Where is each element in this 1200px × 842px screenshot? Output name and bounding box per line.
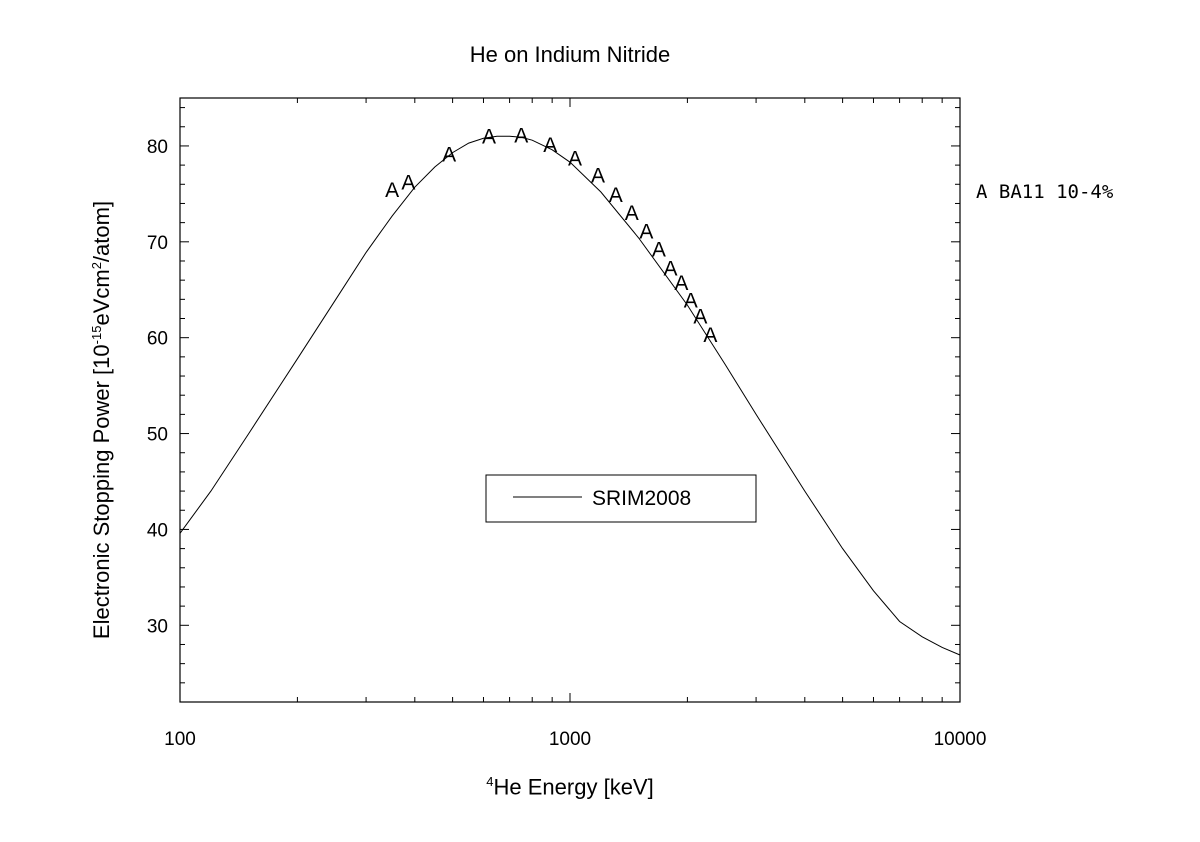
data-point-marker: A bbox=[442, 144, 456, 167]
legend-label: SRIM2008 bbox=[592, 487, 691, 510]
data-point-marker: A bbox=[663, 258, 677, 281]
data-point-marker: A bbox=[514, 124, 528, 147]
data-point-marker: A bbox=[482, 125, 496, 148]
chart-title: He on Indium Nitride bbox=[469, 42, 671, 67]
y-tick-label: 70 bbox=[147, 233, 168, 254]
x-axis-label: 4He Energy [keV] bbox=[486, 774, 653, 800]
data-point-marker: A bbox=[674, 272, 688, 295]
data-point-marker: A bbox=[639, 220, 653, 243]
y-tick-label: 50 bbox=[147, 425, 168, 446]
side-legend: A BA11 10-4% bbox=[976, 181, 1114, 203]
plot-frame bbox=[179, 97, 961, 703]
data-point-marker: A bbox=[385, 179, 399, 202]
y-tick-label: 40 bbox=[147, 520, 168, 541]
y-tick-label: 80 bbox=[147, 137, 168, 158]
data-point-marker: A bbox=[625, 202, 639, 225]
data-point-marker: A bbox=[591, 165, 605, 188]
y-tick-label: 60 bbox=[147, 329, 168, 350]
data-point-marker: A bbox=[652, 239, 666, 262]
data-point-marker: A bbox=[543, 134, 557, 157]
data-point-marker: A bbox=[568, 147, 582, 170]
x-tick-label: 100 bbox=[164, 729, 196, 750]
x-axis-label-text: He Energy [keV] bbox=[493, 774, 654, 800]
data-point-marker: A bbox=[609, 184, 623, 207]
x-tick-label: 10000 bbox=[934, 729, 987, 750]
data-point-marker: A bbox=[401, 171, 415, 194]
x-axis-label-sup: 4 bbox=[486, 774, 494, 789]
x-tick-label: 1000 bbox=[549, 729, 591, 750]
data-point-marker: A bbox=[693, 306, 707, 329]
y-tick-label: 30 bbox=[147, 616, 168, 637]
data-point-marker: A bbox=[684, 289, 698, 312]
data-point-marker: A bbox=[703, 324, 717, 347]
srim2008-line bbox=[179, 135, 961, 656]
legend-box bbox=[485, 474, 757, 523]
